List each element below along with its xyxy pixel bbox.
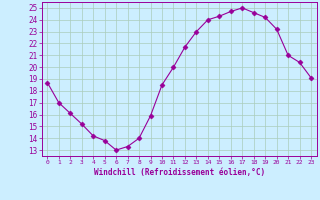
X-axis label: Windchill (Refroidissement éolien,°C): Windchill (Refroidissement éolien,°C) xyxy=(94,168,265,177)
